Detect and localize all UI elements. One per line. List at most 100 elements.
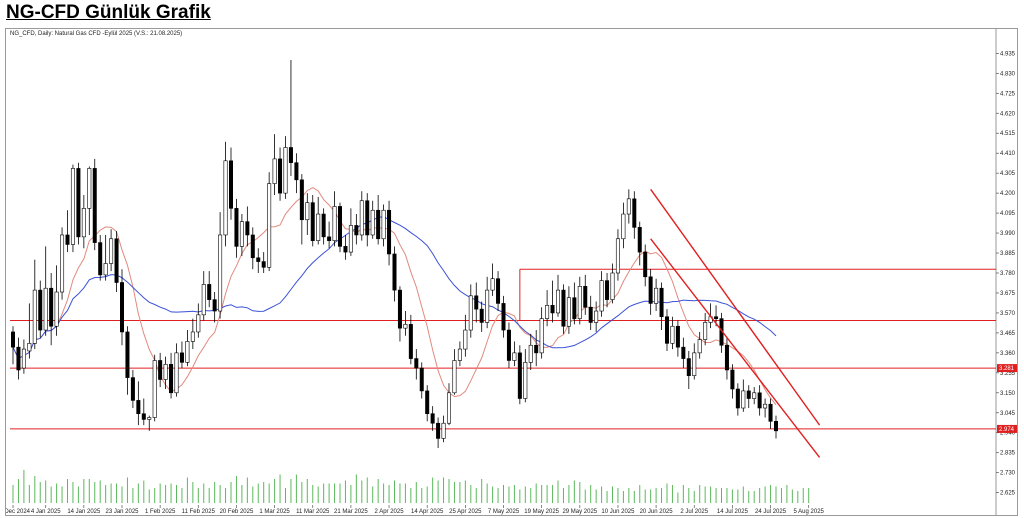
candle-body: [163, 363, 168, 380]
candle-body: [294, 162, 299, 181]
candlestick-chart[interactable]: 4.935 4.830 4.725 4.620 4.515 4.410 4.305 4.200…: [6, 29, 1017, 515]
candle-body: [114, 238, 119, 283]
candle-body: [305, 202, 310, 221]
candle-body: [763, 403, 768, 409]
x-tick-label: 11 Feb 2025: [182, 509, 216, 515]
candle-body: [299, 179, 304, 221]
candle-body: [436, 422, 441, 439]
x-tick-label: 5 Aug 2025: [794, 509, 825, 515]
candle-body: [392, 253, 397, 291]
candle-body: [534, 344, 539, 354]
candle-body: [714, 316, 719, 319]
x-tick-label: 14 Apr 2025: [411, 509, 444, 515]
candle-body: [70, 168, 75, 245]
candle-body: [38, 289, 43, 331]
candle-body: [158, 360, 163, 380]
x-tick-label: 20 Jun 2025: [640, 509, 674, 515]
candle-body: [664, 316, 669, 344]
candle-body: [599, 280, 604, 312]
candle-body: [637, 227, 642, 253]
candle-body: [87, 168, 92, 209]
candle-body: [174, 352, 179, 394]
candle-body: [397, 289, 402, 329]
candle-body: [686, 358, 691, 376]
candle-body: [757, 392, 762, 409]
candle-body: [703, 322, 708, 340]
y-tick-label: 2.835: [1000, 451, 1016, 457]
candle-body: [539, 318, 544, 354]
candle-body: [659, 287, 664, 318]
y-tick-label: 3.675: [1000, 291, 1016, 297]
candle-body: [697, 339, 702, 354]
x-tick-label: 19 May 2025: [524, 509, 559, 515]
x-tick-label: 24 Dec 2024: [6, 509, 31, 515]
x-tick-label: 23 Jan 2025: [105, 509, 139, 515]
candle-body: [152, 360, 157, 418]
y-tick-label: 4.620: [1000, 111, 1016, 117]
candle-body: [741, 390, 746, 409]
candle-body: [43, 287, 48, 331]
candle-body: [403, 324, 408, 329]
price-tag-label: 2.974: [999, 427, 1015, 433]
candle-body: [561, 289, 566, 327]
y-tick-label: 3.150: [1000, 391, 1016, 397]
x-tick-label: 14 Jul 2025: [717, 509, 749, 515]
candle-body: [457, 348, 462, 361]
y-tick-label: 4.200: [1000, 191, 1016, 197]
candle-body: [179, 352, 184, 363]
candle-body: [310, 202, 315, 241]
candle-body: [337, 206, 342, 247]
candle-body: [76, 168, 81, 238]
candle-body: [16, 346, 21, 371]
candle-body: [81, 208, 86, 238]
candle-body: [588, 306, 593, 323]
y-tick-label: 3.885: [1000, 251, 1016, 257]
candle-body: [256, 257, 261, 262]
y-tick-label: 3.360: [1000, 351, 1016, 357]
candle-body: [425, 390, 430, 415]
candle-body: [136, 400, 141, 415]
candle-body: [572, 297, 577, 319]
candle-body: [288, 147, 293, 164]
candle-body: [479, 308, 484, 323]
y-tick-label: 4.305: [1000, 171, 1016, 177]
candle-body: [387, 209, 392, 255]
candle-body: [654, 287, 659, 304]
candle-body: [229, 160, 234, 209]
candle-body: [169, 363, 174, 394]
candle-body: [626, 198, 631, 215]
price-tag-label: 3.281: [999, 366, 1015, 372]
chart-frame: 4.935 4.830 4.725 4.620 4.515 4.410 4.305 4.200…: [5, 28, 1018, 516]
x-tick-label: 10 Jun 2025: [601, 509, 635, 515]
candle-body: [474, 295, 479, 310]
candle-body: [370, 209, 375, 236]
x-tick-label: 11 Mar 2025: [296, 509, 330, 515]
candle-body: [354, 225, 359, 236]
candle-body: [21, 348, 26, 369]
candle-body: [768, 403, 773, 422]
y-tick-label: 3.255: [1000, 371, 1016, 377]
y-tick-label: 4.515: [1000, 131, 1016, 137]
candle-body: [528, 344, 533, 363]
candle-body: [272, 158, 277, 184]
y-tick-label: 4.410: [1000, 151, 1016, 157]
candle-body: [512, 352, 517, 361]
candle-body: [32, 289, 37, 344]
candle-body: [98, 242, 103, 276]
candle-body: [11, 331, 16, 348]
candle-body: [365, 200, 370, 236]
candle-body: [212, 299, 217, 312]
candle-body: [207, 284, 212, 300]
x-tick-label: 24 Jul 2025: [755, 509, 787, 515]
y-tick-label: 3.045: [1000, 411, 1016, 417]
y-tick-label: 3.990: [1000, 231, 1016, 237]
y-tick-label: 4.095: [1000, 211, 1016, 217]
candle-body: [730, 369, 735, 390]
candle-body: [278, 158, 283, 194]
candle-body: [452, 360, 457, 394]
candle-body: [316, 213, 321, 241]
candle-body: [283, 147, 288, 194]
ma-fast-line: [12, 187, 777, 406]
x-tick-label: 2 Apr 2025: [375, 509, 405, 515]
x-tick-label: 4 Jan 2025: [31, 509, 61, 515]
